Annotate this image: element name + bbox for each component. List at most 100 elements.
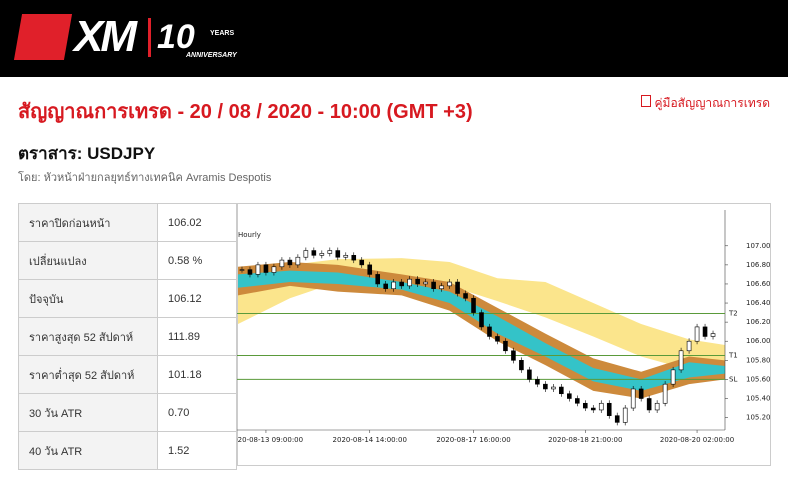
candle	[487, 326, 492, 337]
y-tick-label: 106.40	[746, 299, 771, 307]
table-row: ราคาต่ำสุด 52 สัปดาห์ 101.18	[18, 355, 237, 394]
y-tick-label: 105.80	[746, 356, 771, 364]
cell-label: ราคาปิดก่อนหน้า	[18, 203, 158, 242]
candle	[622, 407, 628, 423]
candle	[423, 281, 428, 285]
indicator-band	[238, 270, 725, 391]
candle	[391, 281, 396, 290]
y-tick-label: 106.00	[746, 337, 771, 345]
candle	[375, 274, 381, 285]
candle	[239, 269, 245, 271]
candle	[271, 266, 277, 273]
anniversary-number: 10	[148, 17, 195, 57]
guide-text[interactable]: คู่มือสัญญาณการเทรด	[654, 96, 771, 110]
level-label: T1	[728, 352, 738, 360]
indicator-band	[238, 262, 725, 399]
y-tick-label: 105.40	[746, 395, 771, 403]
level-label: SL	[729, 375, 737, 383]
plot: Hourly 105.20 105.40 105.60 105.80 106.00 106…	[237, 210, 771, 444]
candle	[567, 393, 572, 399]
candle	[575, 398, 580, 404]
candle	[511, 350, 516, 361]
candle	[471, 297, 476, 313]
table-row: 40 วัน ATR 1.52	[18, 431, 237, 470]
y-tick-label: 105.60	[746, 375, 771, 383]
candle	[606, 402, 612, 416]
candle	[670, 369, 676, 385]
cell-label: ปัจจุบัน	[18, 279, 158, 318]
logo[interactable]: XM 10	[13, 12, 195, 61]
stats-table: ราคาปิดก่อนหน้า 106.02 เปลี่ยนแปลง 0.58 % ปั…	[18, 203, 237, 470]
candle	[646, 398, 652, 411]
x-tick-label: 2020-08-18 21:00:00	[548, 436, 622, 444]
table-row: เปลี่ยนแปลง 0.58 %	[18, 241, 237, 280]
candle	[343, 255, 349, 258]
cell-label: เปลี่ยนแปลง	[18, 241, 158, 280]
candle	[303, 250, 309, 258]
candle	[582, 402, 588, 409]
cell-label: 30 วัน ATR	[18, 393, 158, 432]
x-tick-label: 2020-08-20 02:00:00	[660, 436, 734, 444]
candle	[415, 278, 420, 285]
candle	[447, 281, 452, 287]
guide-link[interactable]: คู่มือสัญญาณการเทรด	[641, 94, 770, 113]
chart: Hourly 105.20 105.40 105.60 105.80 106.00 106…	[237, 203, 771, 466]
candle	[551, 386, 556, 390]
instrument: ตราสาร: USDJPY	[18, 144, 156, 163]
candle	[638, 388, 644, 399]
candle	[383, 283, 388, 290]
candle	[678, 350, 684, 371]
candle	[335, 250, 341, 258]
table-row: ราคาสูงสุด 52 สัปดาห์ 111.89	[18, 317, 237, 356]
candle	[407, 278, 412, 287]
y-tick-label: 107.00	[746, 242, 771, 250]
pdf-icon	[641, 95, 652, 107]
candle	[439, 285, 444, 290]
anniversary: ANNIVERSARY	[186, 52, 237, 59]
candle	[287, 259, 293, 266]
table-body: ราคาปิดก่อนหน้า 106.02 เปลี่ยนแปลง 0.58 % ปั…	[18, 203, 237, 470]
candle	[630, 388, 636, 409]
cell-label: ราคาสูงสุด 52 สัปดาห์	[18, 317, 158, 356]
candle	[295, 256, 301, 266]
y-tick-label: 106.20	[746, 318, 771, 326]
candle	[399, 281, 404, 287]
candle	[247, 269, 253, 275]
cell-value: 0.58 %	[157, 241, 237, 280]
cell-value: 101.18	[157, 355, 237, 394]
candle	[367, 264, 373, 275]
years: YEARS	[210, 30, 235, 37]
x-tick-label: 2020-08-17 16:00:00	[436, 436, 510, 444]
cell-value: 0.70	[157, 393, 237, 432]
candle	[694, 326, 700, 342]
candle	[535, 379, 540, 385]
candle	[311, 250, 317, 256]
candle	[598, 402, 604, 411]
candle	[479, 312, 484, 328]
candle	[662, 383, 668, 404]
candle	[455, 281, 460, 294]
candle	[463, 293, 468, 299]
author: โดย: หัวหน้าฝ่ายกลยุทธ์ทางเทคนิค Avramis…	[18, 172, 272, 184]
cell-value: 106.12	[157, 279, 237, 318]
cell-value: 111.89	[157, 317, 237, 356]
table-row: ปัจจุบัน 106.12	[18, 279, 237, 318]
candle	[431, 281, 436, 290]
candle	[654, 402, 660, 411]
candle	[543, 383, 548, 390]
logo-text: XM	[74, 12, 137, 61]
x-tick-label: 2020-08-14 14:00:00	[333, 436, 407, 444]
level-label: T2	[728, 310, 738, 318]
candle	[590, 407, 596, 411]
candle	[351, 255, 357, 261]
title: สัญญาณการเทรด - 20 / 08 / 2020 - 10:00 (…	[18, 101, 473, 123]
table-row: ราคาปิดก่อนหน้า 106.02	[18, 203, 237, 242]
candle	[359, 259, 365, 266]
x-tick-label: 2020-08-13 09:00:00	[237, 436, 303, 444]
cell-value: 106.02	[157, 203, 237, 242]
cell-value: 1.52	[157, 431, 237, 470]
candle	[519, 360, 524, 371]
candle	[327, 250, 333, 254]
candle	[614, 415, 620, 423]
candle	[279, 259, 285, 268]
